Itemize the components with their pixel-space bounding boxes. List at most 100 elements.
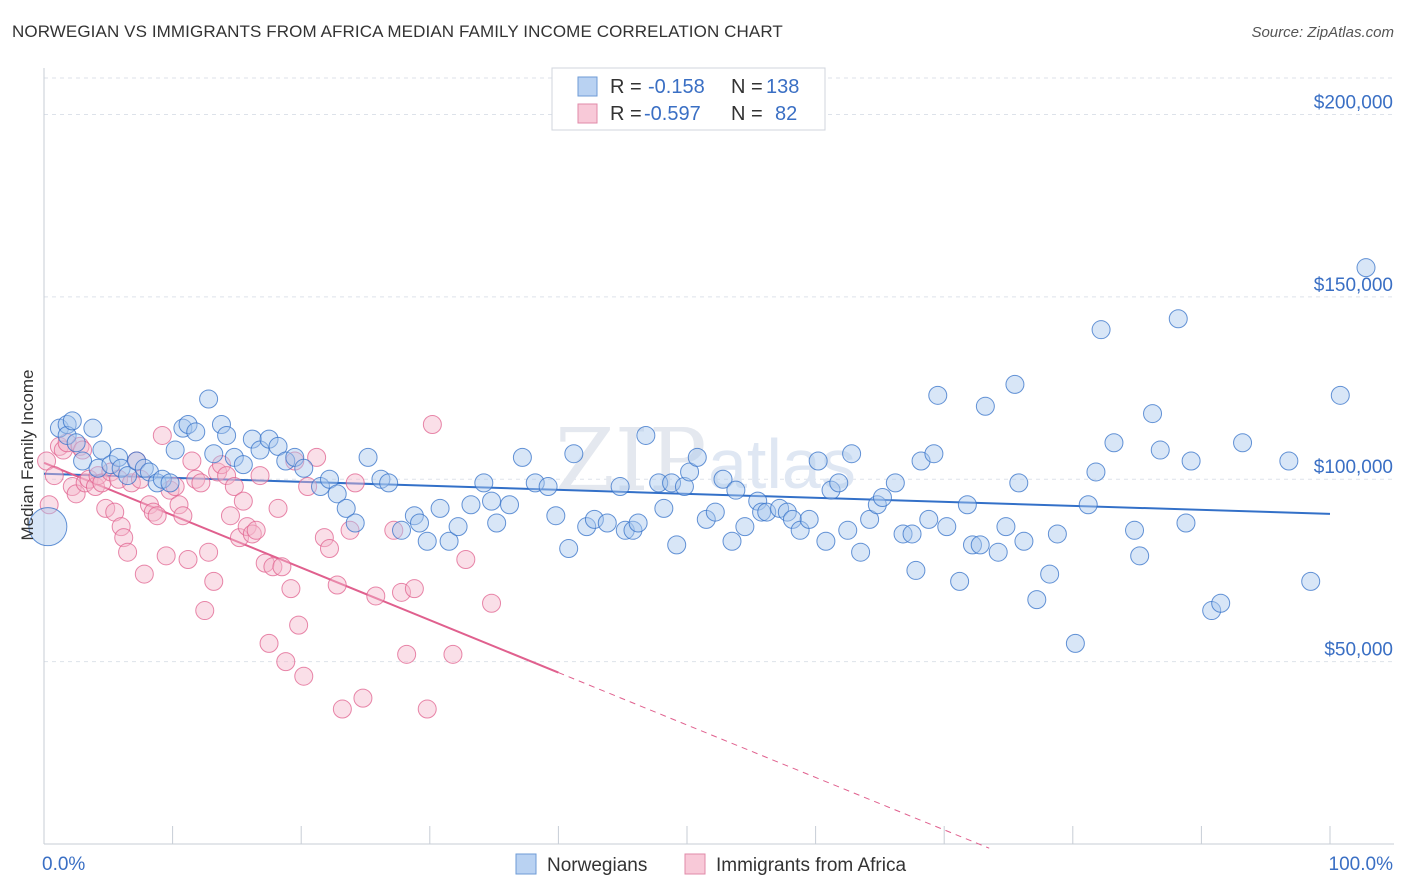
- point-norwegian: [392, 520, 412, 540]
- point-norwegian: [584, 509, 604, 529]
- point-norwegian: [757, 502, 777, 522]
- point-norwegian: [752, 502, 772, 522]
- point-norwegian: [28, 507, 68, 547]
- point-norwegian: [713, 469, 733, 489]
- point-immigrants-from-africa: [404, 579, 424, 599]
- watermark: ZIP atlas: [555, 411, 856, 511]
- point-immigrants-from-africa: [191, 473, 211, 493]
- point-immigrants-from-africa: [173, 506, 193, 526]
- point-immigrants-from-africa: [220, 506, 240, 526]
- point-norwegian: [88, 458, 108, 478]
- point-norwegian: [1091, 320, 1111, 340]
- point-norwegian: [1125, 520, 1145, 540]
- point-immigrants-from-africa: [44, 466, 64, 486]
- point-immigrants-from-africa: [289, 615, 309, 635]
- x-tick-label-max: 100.0%: [1329, 854, 1394, 875]
- point-immigrants-from-africa: [73, 440, 93, 460]
- point-norwegian: [597, 513, 617, 533]
- point-norwegian: [1150, 440, 1170, 460]
- point-norwegian: [816, 531, 836, 551]
- point-norwegian: [1168, 309, 1188, 329]
- point-norwegian: [1027, 590, 1047, 610]
- point-immigrants-from-africa: [314, 528, 334, 548]
- point-immigrants-from-africa: [384, 520, 404, 540]
- point-norwegian: [448, 517, 468, 537]
- point-norwegian: [92, 440, 112, 460]
- point-immigrants-from-africa: [143, 502, 163, 522]
- grid-layer: [44, 77, 1394, 663]
- point-norwegian: [1279, 451, 1299, 471]
- point-norwegian: [937, 517, 957, 537]
- legend-r-label-2: R =: [610, 103, 642, 125]
- legend-top: R = -0.158 N = 138 R = -0.597 N = 82: [551, 67, 826, 131]
- point-norwegian: [1211, 593, 1231, 613]
- point-norwegian: [662, 473, 682, 493]
- point-norwegian: [173, 418, 193, 438]
- point-immigrants-from-africa: [204, 571, 224, 591]
- y-tick-label: $150,000: [1314, 275, 1393, 296]
- point-immigrants-from-africa: [169, 495, 189, 515]
- point-norwegian: [1301, 571, 1321, 591]
- point-norwegian: [1047, 524, 1067, 544]
- point-norwegian: [62, 411, 82, 431]
- point-immigrants-from-africa: [307, 447, 327, 467]
- point-norwegian: [199, 389, 219, 409]
- chart-title: NORWEGIAN VS IMMIGRANTS FROM AFRICA MEDI…: [12, 22, 783, 41]
- trend-layer: [43, 461, 1331, 849]
- point-immigrants-from-africa: [39, 495, 59, 515]
- y-tick-label: $200,000: [1314, 92, 1393, 113]
- point-norwegian: [988, 542, 1008, 562]
- point-norwegian: [319, 469, 339, 489]
- point-norwegian: [109, 447, 129, 467]
- point-norwegian: [1330, 385, 1350, 405]
- point-norwegian: [525, 473, 545, 493]
- point-norwegian: [628, 513, 648, 533]
- point-norwegian: [1086, 462, 1106, 482]
- point-norwegian: [101, 455, 121, 475]
- point-immigrants-from-africa: [70, 436, 90, 456]
- point-immigrants-from-africa: [147, 506, 167, 526]
- point-norwegian: [919, 509, 939, 529]
- point-norwegian: [962, 535, 982, 555]
- point-norwegian: [487, 513, 507, 533]
- point-norwegian: [705, 502, 725, 522]
- point-immigrants-from-africa: [199, 542, 219, 562]
- point-immigrants-from-africa: [456, 549, 476, 569]
- point-immigrants-from-africa: [242, 524, 262, 544]
- point-immigrants-from-africa: [250, 466, 270, 486]
- bottom-legend-swatch-immigrants: [684, 853, 706, 875]
- point-immigrants-from-africa: [268, 498, 288, 518]
- point-norwegian: [1040, 564, 1060, 584]
- point-norwegian: [379, 473, 399, 493]
- point-norwegian: [975, 396, 995, 416]
- point-norwegian: [799, 509, 819, 529]
- point-norwegian: [512, 447, 532, 467]
- point-immigrants-from-africa: [85, 477, 105, 497]
- y-tick-label: $100,000: [1314, 457, 1393, 478]
- point-norwegian: [821, 480, 841, 500]
- point-immigrants-from-africa: [233, 491, 253, 511]
- point-norwegian: [211, 415, 231, 435]
- point-norwegian: [57, 415, 77, 435]
- point-immigrants-from-africa: [195, 601, 215, 621]
- point-norwegian: [1176, 513, 1196, 533]
- series-immigrants-from-africa: [37, 415, 502, 719]
- legend-bottom: Norwegians Immigrants from Africa: [515, 853, 906, 876]
- legend-n-label-2: N =: [731, 103, 763, 125]
- point-norwegian: [996, 517, 1016, 537]
- axis-layer: [43, 68, 1394, 845]
- point-norwegian: [482, 491, 502, 511]
- point-norwegian: [842, 444, 862, 464]
- point-immigrants-from-africa: [37, 451, 57, 471]
- point-immigrants-from-africa: [281, 579, 301, 599]
- point-norwegian: [564, 444, 584, 464]
- legend-r-value-1: -0.158: [648, 76, 705, 98]
- point-immigrants-from-africa: [392, 582, 412, 602]
- point-immigrants-from-africa: [353, 688, 373, 708]
- point-immigrants-from-africa: [272, 557, 292, 577]
- point-immigrants-from-africa: [294, 666, 314, 686]
- point-norwegian: [726, 480, 746, 500]
- point-norwegian: [667, 535, 687, 555]
- point-immigrants-from-africa: [186, 469, 206, 489]
